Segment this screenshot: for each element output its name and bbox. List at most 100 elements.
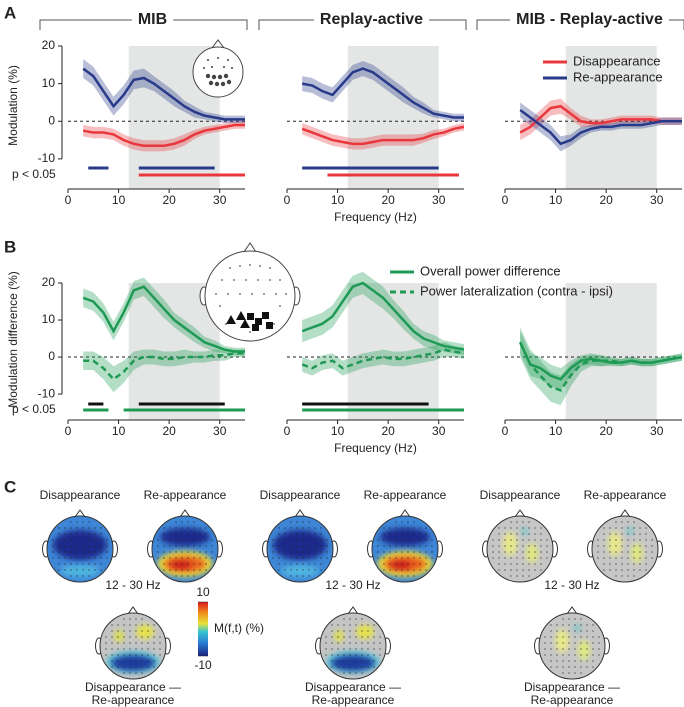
sensor-dot	[94, 563, 96, 565]
sensor-dot	[574, 630, 576, 632]
sensor-dot	[326, 551, 328, 553]
sensor-dot	[550, 630, 552, 632]
sensor-dot	[598, 642, 600, 644]
sensor-dot	[308, 563, 310, 565]
sensor-dot	[169, 533, 171, 535]
x-tick-label: 0	[502, 424, 509, 438]
sensor-dot	[326, 545, 328, 547]
sensor-dot	[302, 533, 304, 535]
sensor-dot	[609, 557, 611, 559]
sensor-dot	[568, 672, 570, 674]
sensor-dot	[199, 563, 201, 565]
sensor-dot	[603, 557, 605, 559]
topomap-label: Re-appearance	[584, 488, 667, 502]
sensor-dot	[540, 527, 542, 529]
sensor-dot	[284, 557, 286, 559]
sensor-dot	[407, 551, 409, 553]
sensor-dot	[175, 533, 177, 535]
sensor-dot	[395, 563, 397, 565]
sensor-dot	[586, 648, 588, 650]
topomap	[367, 509, 443, 583]
sensor-dot	[211, 551, 213, 553]
sensor-dot	[70, 563, 72, 565]
sensor-dot	[568, 648, 570, 650]
sensor-dot	[510, 563, 512, 565]
topomap-label: Re-appearance	[364, 488, 447, 502]
sensor-dot	[395, 527, 397, 529]
sensor-dot	[522, 533, 524, 535]
sensor-dot	[373, 666, 375, 668]
sensor-dot	[337, 642, 339, 644]
sensor-dot	[337, 654, 339, 656]
sensor-dot	[546, 557, 548, 559]
sensor-dot	[157, 539, 159, 541]
band-label: 12 - 30 Hz	[325, 578, 380, 592]
sensor-dot	[598, 636, 600, 638]
sensor-dot	[76, 551, 78, 553]
sensor-dot	[522, 527, 524, 529]
sensor-dot	[290, 575, 292, 577]
topomap-fill	[372, 516, 438, 582]
sensor-dot	[633, 539, 635, 541]
head-outline	[486, 515, 554, 583]
head-outline	[538, 612, 606, 680]
sensor-dot	[546, 539, 548, 541]
sensor-dot	[367, 642, 369, 644]
sensor-dot	[367, 666, 369, 668]
topomap-base	[487, 516, 553, 582]
topomap-label: Disappearance —	[524, 680, 620, 694]
sensor-dot	[331, 636, 333, 638]
sensor-dot	[639, 551, 641, 553]
sensor-dot	[343, 660, 345, 662]
sensor-dot	[314, 563, 316, 565]
sensor-dot	[389, 563, 391, 565]
sensor-dot	[88, 575, 90, 577]
sensor-dot	[290, 539, 292, 541]
sensor-dot	[163, 569, 165, 571]
sensor-dot	[431, 551, 433, 553]
topomap	[42, 509, 118, 583]
sensor-dot	[534, 527, 536, 529]
sensor-dot	[574, 660, 576, 662]
sensor-dot	[355, 630, 357, 632]
sensor-dot	[645, 563, 647, 565]
sensor-dot	[129, 618, 131, 620]
sensor-dot	[550, 642, 552, 644]
sensor-dot	[510, 569, 512, 571]
sensor-dot	[395, 545, 397, 547]
sensor-dot	[540, 551, 542, 553]
sensor-dot	[343, 642, 345, 644]
sensor-dot	[187, 527, 189, 529]
sensor-dot	[320, 539, 322, 541]
sensor-dot	[193, 533, 195, 535]
sensor-dot	[58, 545, 60, 547]
x-tick-label: 0	[284, 424, 291, 438]
sensor-dot	[105, 648, 107, 650]
sensor-dot	[504, 527, 506, 529]
sensor-dot	[544, 642, 546, 644]
sensor-dot	[181, 521, 183, 523]
x-tick-label: 0	[65, 193, 72, 207]
sensor-dot	[290, 527, 292, 529]
sensor-dot	[395, 521, 397, 523]
sensor-dot	[510, 545, 512, 547]
y-tick-label: 20	[42, 275, 56, 289]
sensor-dot	[383, 545, 385, 547]
sensor-dot	[205, 557, 207, 559]
sensor-dot	[580, 624, 582, 626]
colorbar	[198, 602, 208, 656]
sensor-dot	[528, 521, 530, 523]
sensor-dot	[296, 569, 298, 571]
sensor-dot	[407, 575, 409, 577]
sensor-dot	[349, 654, 351, 656]
sensor-dot	[117, 654, 119, 656]
sensor-dot	[147, 648, 149, 650]
sensor-dot	[320, 533, 322, 535]
sensor-dot	[522, 521, 524, 523]
topomap-blob	[608, 532, 622, 556]
sensor-dot	[169, 551, 171, 553]
error-band	[302, 61, 464, 122]
topomap-blob	[273, 530, 327, 560]
sensor-dot	[361, 636, 363, 638]
